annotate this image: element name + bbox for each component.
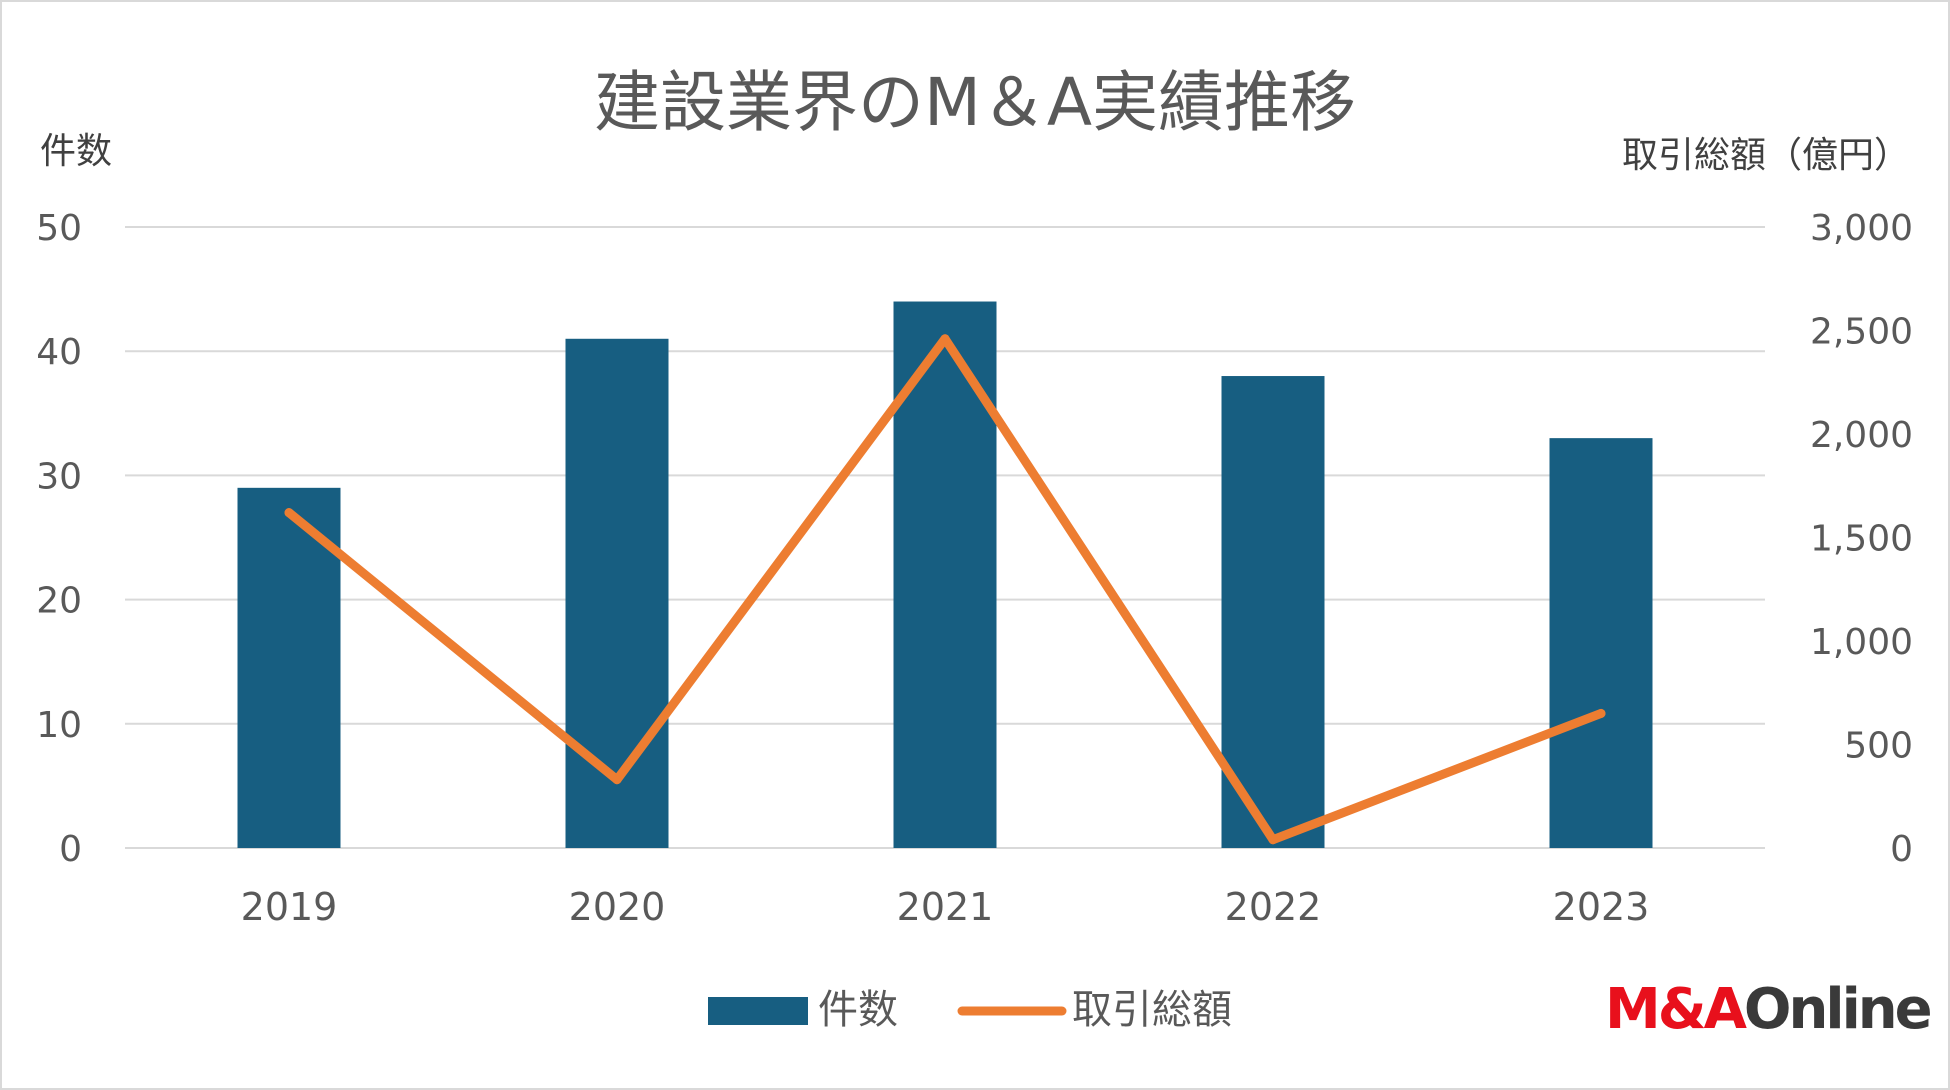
- y-left-axis-label: 件数: [40, 131, 112, 172]
- legend-label-total: 取引総額: [1072, 987, 1232, 1033]
- x-tick-label: 2020: [569, 885, 666, 929]
- line-point-2021: [940, 334, 950, 344]
- y-left-tick-label: 10: [36, 705, 82, 746]
- y-left-tick-label: 50: [36, 208, 82, 249]
- y-right-tick-label: 2,500: [1810, 312, 1913, 353]
- y-left-tick-label: 40: [36, 332, 82, 373]
- x-tick-label: 2023: [1553, 885, 1650, 929]
- bar-2023: [1549, 438, 1653, 848]
- x-tick-label: 2021: [897, 885, 994, 929]
- bar-2022: [1221, 376, 1325, 848]
- chart-title: 建設業界のM＆A実績推移: [594, 64, 1356, 141]
- legend-label-count: 件数: [818, 987, 898, 1033]
- y-right-tick-label: 3,000: [1810, 208, 1913, 249]
- line-point-2022: [1268, 835, 1278, 845]
- y-right-tick-label: 1,000: [1810, 622, 1913, 663]
- bar-2020: [565, 338, 669, 848]
- line-point-2023: [1596, 708, 1606, 718]
- y-right-axis-label: 取引総額（億円）: [1622, 135, 1910, 176]
- logo-part-online: Online: [1743, 977, 1933, 1042]
- ma-online-logo: M&AOnline: [1605, 975, 1933, 1045]
- bar-2019: [237, 487, 341, 848]
- y-left-tick-label: 0: [59, 829, 82, 870]
- y-right-tick-label: 1,500: [1810, 519, 1913, 560]
- y-right-tick-label: 0: [1890, 829, 1913, 870]
- y-left-tick-label: 20: [36, 581, 82, 622]
- line-point-2020: [612, 775, 622, 785]
- y-right-tick-label: 500: [1844, 726, 1913, 767]
- logo-part-ma: M&A: [1605, 977, 1747, 1042]
- y-right-tick-label: 2,000: [1810, 415, 1913, 456]
- y-left-tick-label: 30: [36, 456, 82, 497]
- x-tick-label: 2022: [1225, 885, 1322, 929]
- legend-swatch-count: [708, 997, 808, 1025]
- line-point-2019: [284, 508, 294, 518]
- x-tick-label: 2019: [241, 885, 338, 929]
